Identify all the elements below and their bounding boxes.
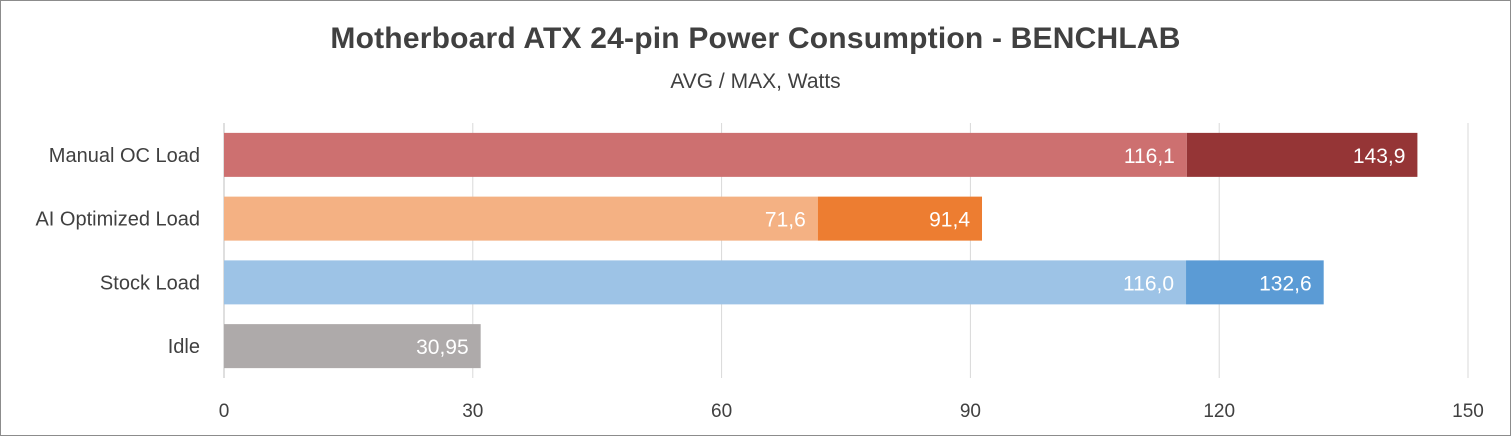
x-tick-label: 60 bbox=[711, 401, 732, 422]
bar-avg-label: 116,0 bbox=[1123, 272, 1174, 295]
bar-avg bbox=[224, 260, 1187, 305]
bar-max bbox=[817, 196, 983, 241]
bar-avg bbox=[224, 324, 481, 369]
category-label: Stock Load bbox=[100, 272, 200, 294]
x-tick-label: 120 bbox=[1203, 401, 1235, 422]
chart-subtitle: AVG / MAX, Watts bbox=[670, 70, 841, 93]
bar-max bbox=[1186, 260, 1324, 305]
bar-avg bbox=[224, 132, 1187, 177]
bar-max bbox=[1186, 132, 1418, 177]
bar-max-label: 143,9 bbox=[1353, 145, 1406, 168]
category-label: AI Optimized Load bbox=[35, 209, 200, 231]
bar-avg-label: 71,6 bbox=[765, 209, 806, 232]
x-tick-label: 90 bbox=[960, 401, 981, 422]
x-tick-label: 30 bbox=[462, 401, 483, 422]
chart-title: Motherboard ATX 24-pin Power Consumption… bbox=[330, 22, 1181, 55]
bar-avg bbox=[224, 196, 818, 241]
bar-max-label: 91,4 bbox=[929, 209, 970, 232]
x-tick-label: 0 bbox=[219, 401, 230, 422]
bar-max-label: 132,6 bbox=[1259, 272, 1312, 295]
category-label: Idle bbox=[168, 336, 200, 358]
bar-avg-label: 30,95 bbox=[416, 336, 469, 359]
x-tick-label: 150 bbox=[1452, 401, 1484, 422]
category-label: Manual OC Load bbox=[49, 145, 200, 167]
bar-avg-label: 116,1 bbox=[1124, 145, 1175, 168]
